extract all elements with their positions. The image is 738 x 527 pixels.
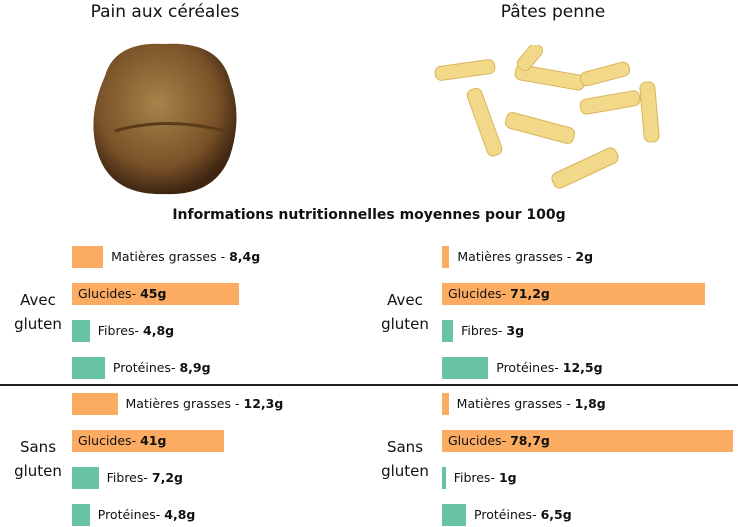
bar-label: Fibres- 7,2g	[107, 467, 183, 489]
bar-label: Matières grasses -8,4g	[111, 246, 260, 268]
pasta-image	[434, 45, 660, 189]
value-label: 7,2g	[151, 470, 183, 485]
value-label: 8,9g	[179, 360, 211, 375]
value-label: 12,3g	[243, 396, 284, 411]
bar-label: Protéines- 8,9g	[113, 357, 211, 379]
value-label: 3g	[506, 323, 525, 338]
bar-label: Glucides- 45g	[78, 283, 166, 305]
group-label: Avec gluten	[14, 291, 62, 333]
bar	[442, 393, 449, 415]
bar-label: Glucides- 78,7g	[448, 430, 550, 452]
value-label: 6,5g	[540, 507, 572, 522]
bar	[72, 320, 90, 342]
value-label: 1g	[498, 470, 517, 485]
group-label: Sans gluten	[14, 438, 62, 480]
nutrient-name: Matières grasses -	[457, 249, 572, 264]
nutrient-name: Matières grasses -	[125, 396, 240, 411]
bar	[442, 430, 734, 452]
value-label: 41g	[140, 433, 167, 448]
nutrient-name: Protéines-	[474, 507, 537, 522]
bar-label: Glucides- 71,2g	[448, 283, 550, 305]
bar-label: Fibres- 4,8g	[98, 320, 174, 342]
nutrient-name: Glucides-	[448, 433, 507, 448]
bar-label: Fibres- 1g	[454, 467, 517, 489]
bar-label: Protéines- 12,5g	[496, 357, 602, 379]
bar	[442, 504, 467, 526]
nutrient-name: Protéines-	[496, 360, 559, 375]
group-label: Sans gluten	[381, 438, 429, 480]
bar-label: Protéines- 4,8g	[98, 504, 196, 526]
bar	[72, 357, 105, 379]
bar-label: Fibres- 3g	[461, 320, 524, 342]
value-label: 45g	[140, 286, 167, 301]
bar-label: Protéines- 6,5g	[474, 504, 572, 526]
bar	[72, 393, 118, 415]
bar-label: Matières grasses -12,3g	[126, 393, 284, 415]
bar	[442, 283, 706, 305]
bar	[72, 467, 99, 489]
nutrient-name: Protéines-	[97, 507, 161, 522]
bar-label: Matières grasses -1,8g	[457, 393, 606, 415]
bar	[442, 320, 454, 342]
value-label: 1,8g	[574, 396, 606, 411]
bar	[72, 246, 104, 268]
bar	[72, 504, 90, 526]
bar	[442, 467, 446, 489]
group-label: Avec gluten	[381, 291, 429, 333]
title: Informations nutritionnelles moyennes po…	[172, 207, 566, 223]
bar-label: Glucides- 41g	[78, 430, 166, 452]
nutrient-name: Fibres-	[106, 470, 148, 485]
bar	[442, 246, 450, 268]
value-label: 4,8g	[143, 323, 175, 338]
bar	[72, 283, 239, 305]
nutrient-name: Glucides-	[78, 286, 137, 301]
bar	[72, 430, 224, 452]
nutrient-name: Matières grasses -	[456, 396, 571, 411]
product-name: Pain aux céréales	[90, 2, 240, 22]
bread-image	[93, 43, 237, 195]
nutrient-name: Matières grasses -	[111, 249, 226, 264]
product-name: Pâtes penne	[500, 2, 606, 22]
value-label: 2g	[575, 249, 594, 264]
nutrient-name: Protéines-	[112, 360, 176, 375]
nutrient-name: Glucides-	[448, 286, 507, 301]
nutrient-name: Fibres-	[453, 470, 495, 485]
nutrient-name: Fibres-	[461, 323, 503, 338]
value-label: 78,7g	[510, 433, 550, 448]
divider	[0, 384, 738, 386]
bar-label: Matières grasses -2g	[457, 246, 593, 268]
nutrient-name: Fibres-	[97, 323, 140, 338]
value-label: 4,8g	[164, 507, 196, 522]
bar	[442, 357, 489, 379]
value-label: 71,2g	[510, 286, 550, 301]
nutrient-name: Glucides-	[78, 433, 137, 448]
value-label: 12,5g	[562, 360, 603, 375]
value-label: 8,4g	[229, 249, 261, 264]
